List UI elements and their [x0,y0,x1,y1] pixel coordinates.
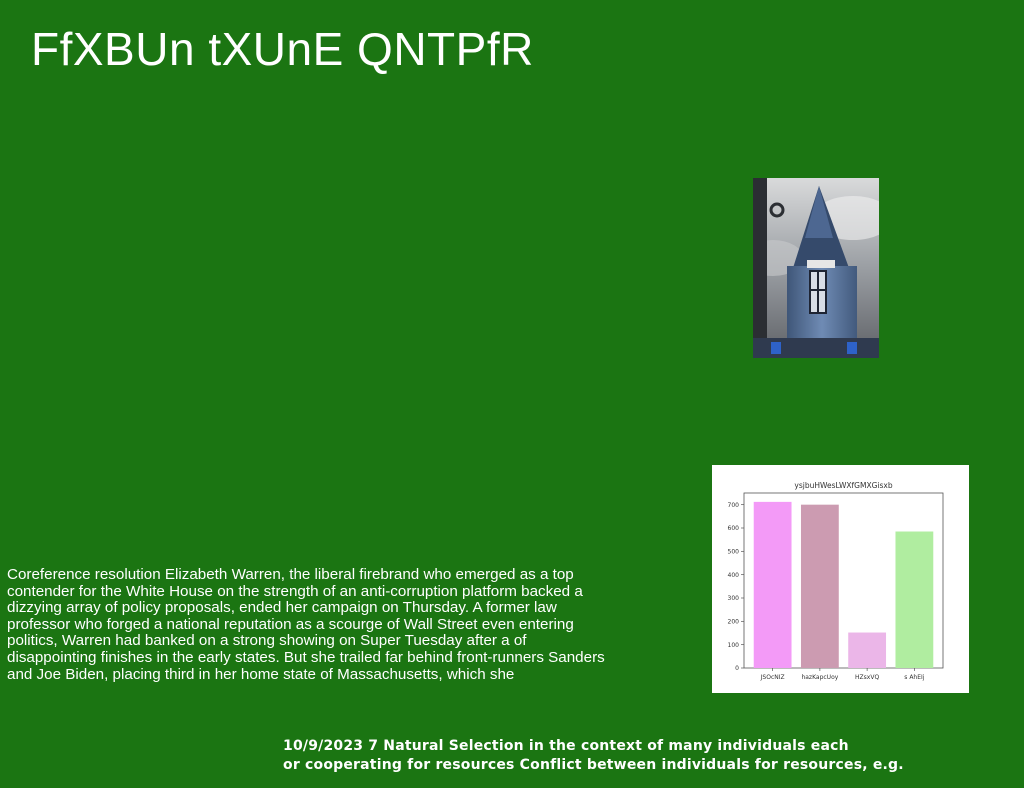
y-tick-label: 600 [728,525,740,532]
plot-frame [743,492,944,669]
y-tick-label: 200 [728,619,740,626]
building-photo [753,178,879,358]
x-tick-label: s AhEIj [904,674,925,681]
bar [753,501,792,668]
y-tick-label: 0 [735,665,739,672]
bar-chart: ysjbuHWesLWXfGMXGisxb 0 100 200 300 400 500 600… [712,465,969,693]
footer-line-1: 10/9/2023 7 Natural Selection in the con… [283,738,849,754]
bar-chart-svg: ysjbuHWesLWXfGMXGisxb 0 100 200 300 400 500 600… [728,481,944,681]
bar [848,632,887,668]
article-body: Coreference resolution Elizabeth Warren,… [7,566,605,683]
y-tick-label: 400 [728,572,740,579]
footer-text: 10/9/2023 7 Natural Selection in the con… [283,737,983,775]
bar [895,531,934,668]
chart-title: ysjbuHWesLWXfGMXGisxb [794,481,892,490]
x-tick-label: HZsxVQ [855,674,879,681]
building-photo-graphic [753,178,879,358]
bar [800,504,839,668]
footer-line-2: or cooperating for resources Conflict be… [283,757,904,773]
y-tick-label: 700 [728,502,740,509]
y-tick-label: 100 [728,642,740,649]
page-title: FfXBUn tXUnE QNTPfR [31,23,534,75]
y-tick-label: 500 [728,549,740,556]
x-tick-label: hazKapcUoy [801,674,838,681]
x-tick-label: JSOcNIZ [760,674,785,681]
y-tick-label: 300 [728,595,740,602]
